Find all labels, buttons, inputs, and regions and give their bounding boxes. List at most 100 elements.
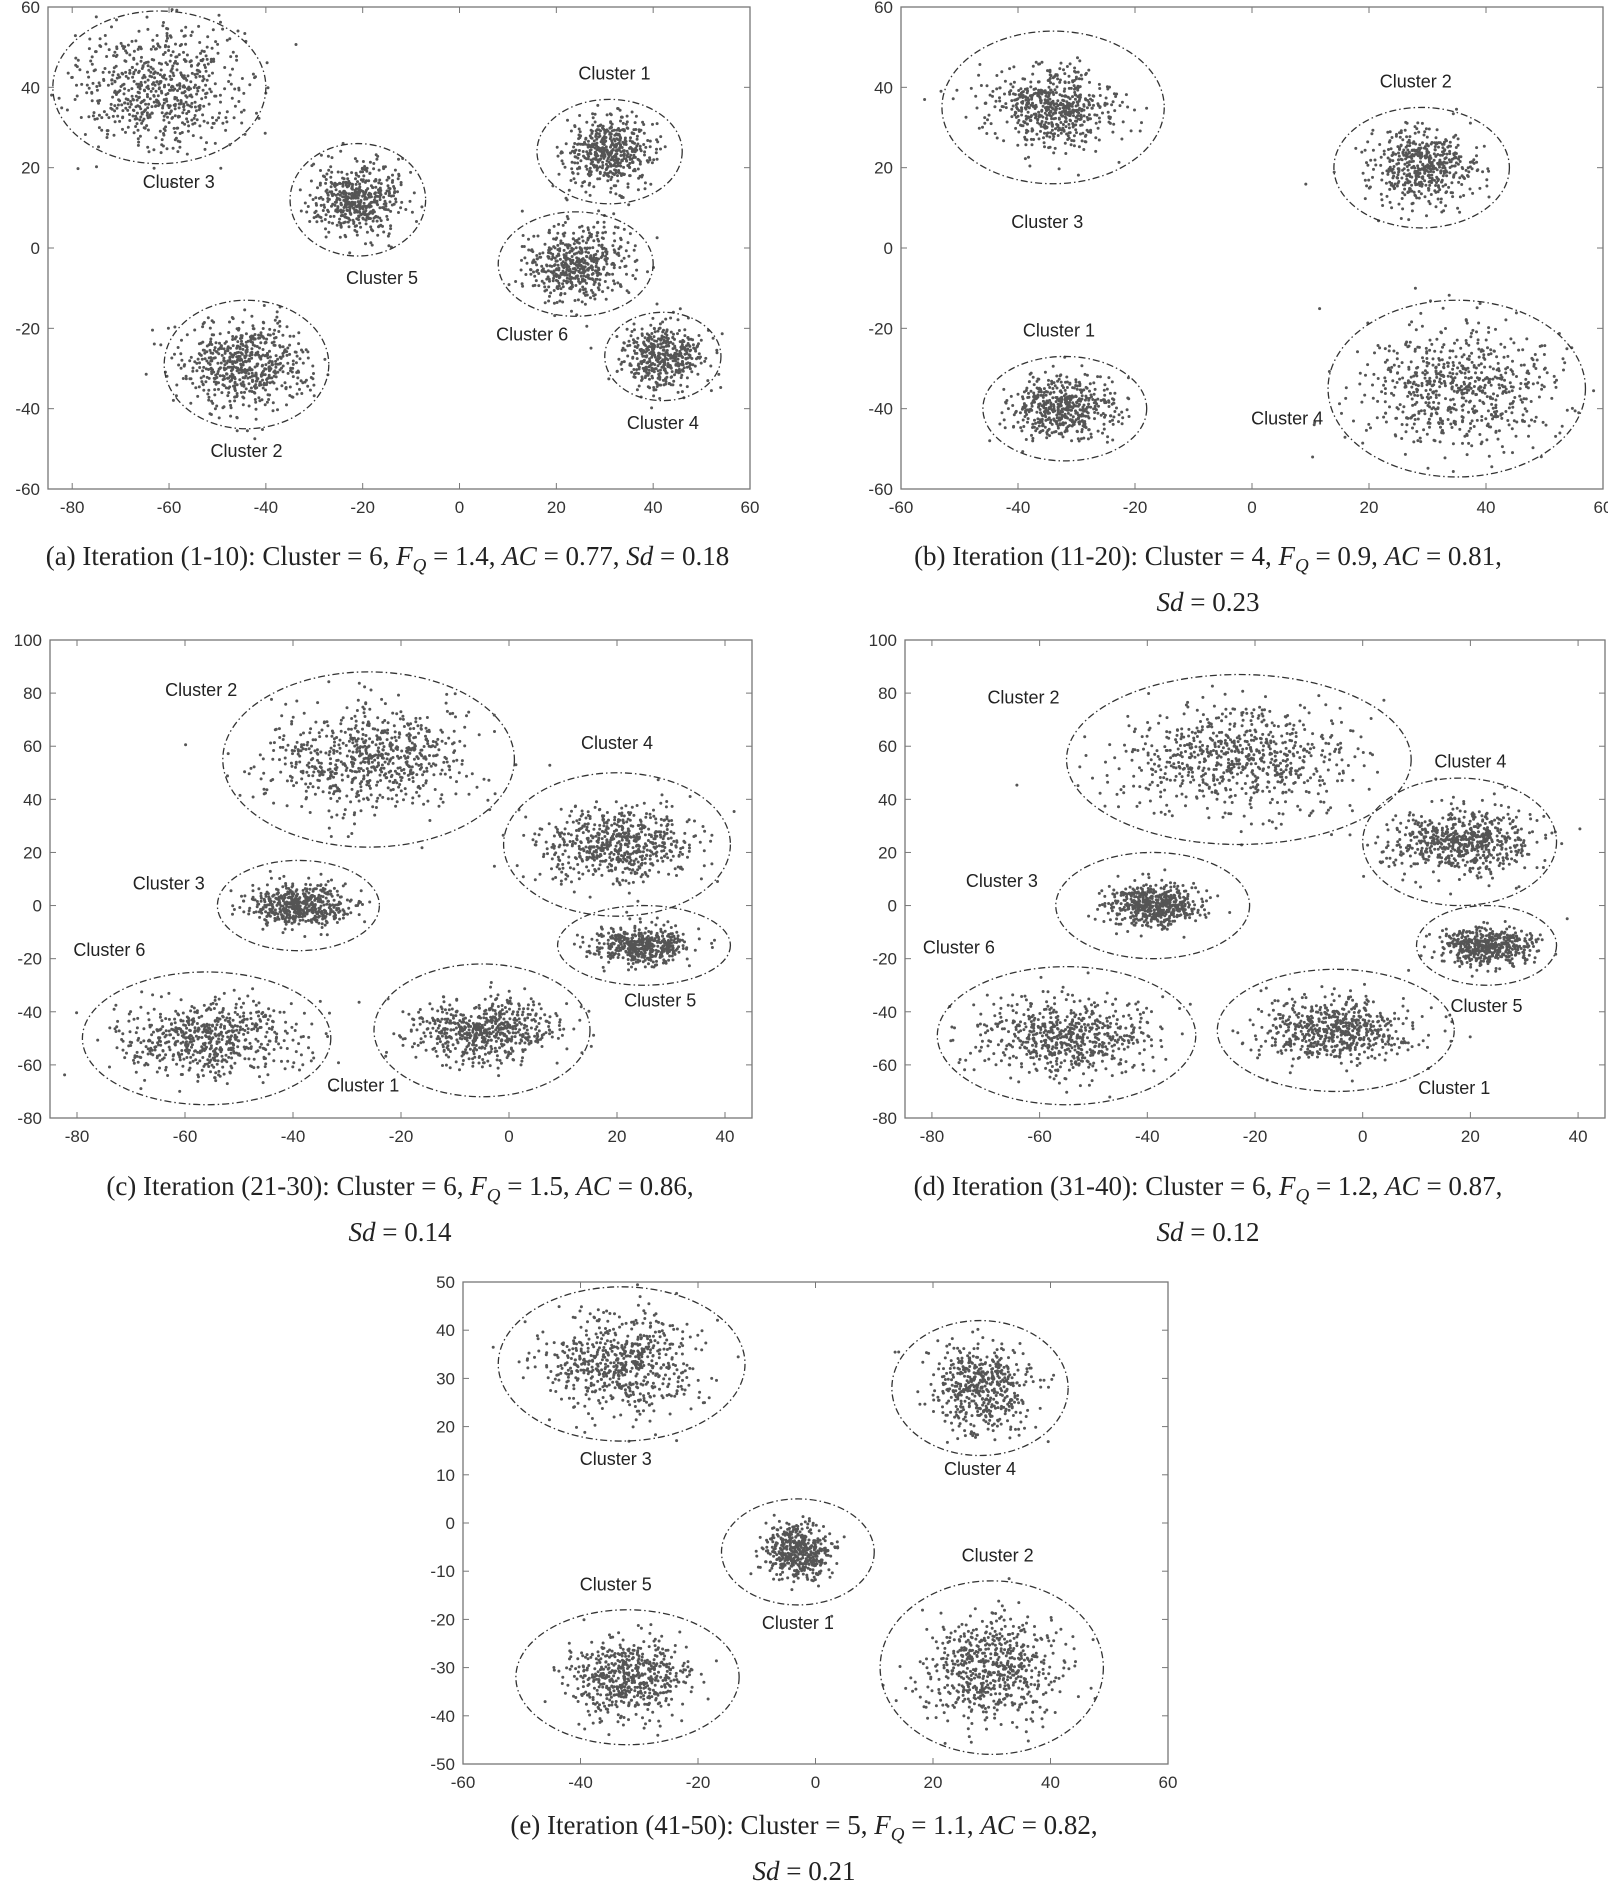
data-point: [227, 366, 230, 369]
data-point: [646, 339, 649, 342]
data-point: [189, 80, 192, 83]
data-point: [296, 393, 299, 396]
data-point: [265, 378, 268, 381]
data-point: [644, 375, 647, 378]
data-point: [533, 275, 536, 278]
data-point: [1010, 115, 1013, 118]
data-point: [998, 86, 1001, 89]
data-point: [1051, 387, 1054, 390]
data-point: [92, 82, 95, 85]
data-point: [1087, 437, 1090, 440]
data-point: [581, 300, 584, 303]
data-point: [1112, 398, 1115, 401]
data-point: [158, 46, 161, 49]
data-point: [578, 226, 581, 229]
data-point: [223, 87, 226, 90]
data-point: [181, 131, 184, 134]
data-point: [254, 333, 257, 336]
data-point: [377, 181, 380, 184]
data-point: [305, 348, 308, 351]
data-point: [1427, 144, 1430, 147]
data-point: [145, 61, 148, 64]
data-point: [112, 70, 115, 73]
data-point: [653, 363, 656, 366]
data-point: [320, 196, 323, 199]
data-point: [977, 74, 980, 77]
data-point: [555, 273, 558, 276]
data-point: [335, 188, 338, 191]
data-point: [322, 209, 325, 212]
data-point: [1068, 75, 1071, 78]
data-point: [204, 84, 207, 87]
data-point: [188, 359, 191, 362]
data-point: [999, 109, 1002, 112]
data-point: [556, 232, 559, 235]
data-point: [243, 109, 246, 112]
data-point: [1436, 128, 1439, 131]
data-point: [613, 184, 616, 187]
data-point: [127, 126, 130, 129]
data-point: [608, 133, 611, 136]
data-point: [1074, 409, 1077, 412]
data-point: [1444, 204, 1447, 207]
data-point: [1057, 408, 1060, 411]
data-point: [1418, 190, 1421, 193]
data-point: [591, 112, 594, 115]
data-point: [248, 366, 251, 369]
data-point: [147, 79, 150, 82]
data-point: [202, 375, 205, 378]
data-point: [177, 346, 180, 349]
data-point: [389, 200, 392, 203]
data-point: [186, 153, 189, 156]
data-point: [555, 279, 558, 282]
data-point: [254, 387, 257, 390]
data-point: [196, 395, 199, 398]
data-point: [606, 167, 609, 170]
data-point: [261, 428, 264, 431]
data-point: [1004, 102, 1007, 105]
data-point: [96, 117, 99, 120]
data-point: [590, 289, 593, 292]
data-point: [717, 373, 720, 376]
cluster-label: Cluster 6: [496, 324, 568, 344]
data-point: [237, 351, 240, 354]
data-point: [1445, 190, 1448, 193]
data-point: [181, 121, 184, 124]
data-point: [115, 18, 118, 21]
data-point: [152, 81, 155, 84]
data-point: [621, 349, 624, 352]
data-point: [625, 249, 628, 252]
data-point: [573, 177, 576, 180]
data-point: [133, 131, 136, 134]
data-point: [200, 136, 203, 139]
data-point: [243, 308, 246, 311]
data-point: [274, 366, 277, 369]
data-point: [1392, 168, 1395, 171]
y-tick-label: 60: [21, 0, 40, 17]
data-point: [358, 191, 361, 194]
data-point: [202, 105, 205, 108]
data-point: [1483, 145, 1486, 148]
data-point: [1021, 100, 1024, 103]
data-point: [1082, 437, 1085, 440]
data-point: [524, 273, 527, 276]
data-point: [180, 339, 183, 342]
data-point: [1127, 397, 1130, 400]
data-point: [622, 173, 625, 176]
data-point: [329, 165, 332, 168]
data-point: [1038, 421, 1041, 424]
data-point: [346, 177, 349, 180]
data-point: [1000, 70, 1003, 73]
data-point: [1435, 205, 1438, 208]
data-point: [1090, 395, 1093, 398]
data-point: [330, 171, 333, 174]
data-point: [183, 363, 186, 366]
data-point: [1048, 136, 1051, 139]
data-point: [214, 82, 217, 85]
data-point: [221, 406, 224, 409]
data-point: [1092, 104, 1095, 107]
data-point: [362, 218, 365, 221]
data-point: [216, 362, 219, 365]
data-point: [605, 260, 608, 263]
data-point: [994, 132, 997, 135]
